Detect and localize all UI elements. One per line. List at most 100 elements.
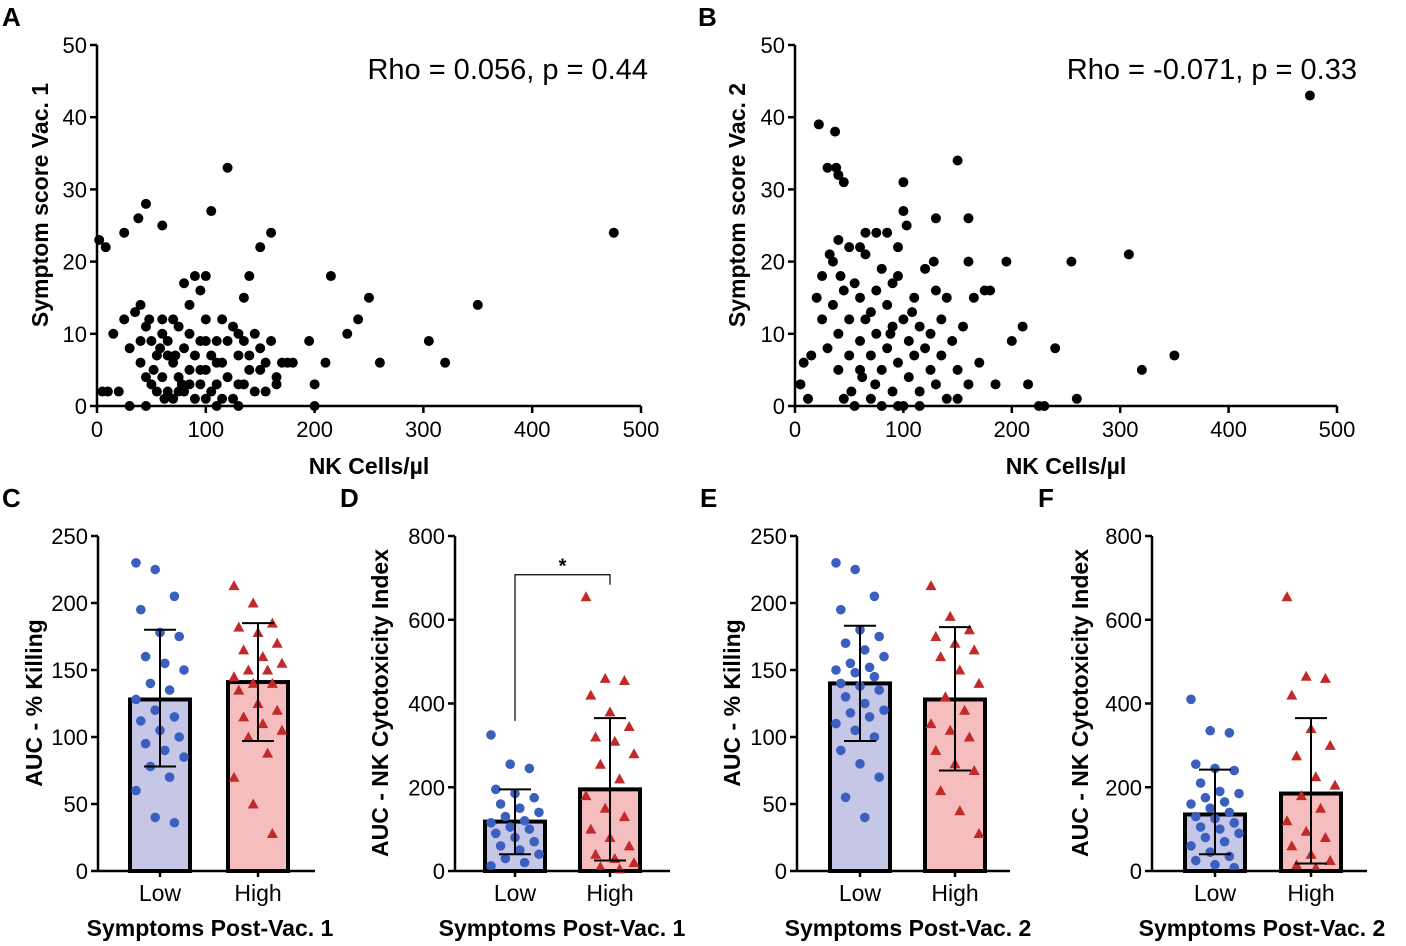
bar-e-point-low [879,705,889,715]
scatter-a-point [271,372,282,383]
bar-e-point-high [939,691,951,702]
scatter-a-point [364,292,374,303]
bar-d-y-tick-label: 400 [408,692,445,717]
bar-c-point-low [131,694,141,705]
bar-c-point-low [160,658,170,669]
scatter-a-point [170,350,181,361]
scatter-b-point [860,314,871,325]
scatter-a-point [472,299,483,310]
bar-c-point-low [179,752,189,762]
scatter-a-point [140,401,151,411]
bar-d-point-high [594,861,606,872]
bar-f-point-low [1210,859,1220,870]
bar-e-point-low [860,698,870,709]
scatter-a-point [140,372,151,383]
bar-f-point-low [1229,818,1239,828]
scatter-b-point [865,350,876,361]
panel-f: F AUC - NK Cytotoxicity Index Symptoms P… [1038,483,1385,941]
scatter-b-point [849,401,860,411]
scatter-b-point [990,379,1001,390]
bar-d-point-low [515,803,525,813]
bar-d-point-low [534,849,544,860]
bar-f-point-high [1324,739,1336,750]
scatter-b-point [838,285,849,296]
scatter-b-point [892,271,903,282]
bar-c-point-high [238,644,250,655]
scatter-a-point [195,285,206,296]
bar-e-point-high [944,724,956,735]
bar-c-point-high [257,718,269,729]
bar-f-point-high [1300,825,1312,836]
scatter-b-point [985,285,996,296]
scatter-a-point [271,379,282,390]
bar-c-point-low [150,705,160,715]
scatter-b-point [914,401,925,411]
bar-d-significance-bracket [514,574,611,721]
panel-letter-a: A [2,2,21,32]
scatter-a-point [228,393,238,404]
bar-e-point-low [874,631,884,642]
scatter-b-y-tick-label: 10 [761,322,785,347]
scatter-b-point [1169,350,1180,361]
bar-e-point-low [836,745,846,756]
bar-e-point-low [855,759,865,769]
scatter-b-x-tick-label: 400 [1210,417,1247,442]
bar-e-point-low [831,558,841,568]
scatter-a-point [238,379,249,390]
bar-c-point-low [169,591,180,602]
scatter-b-point [803,393,814,404]
bar-f-point-high [1291,750,1303,761]
scatter-b-point [1304,90,1315,101]
bar-e-y-tick-label: 0 [775,859,787,884]
scatter-b-point [963,256,974,267]
bar-f-point-high [1281,591,1293,602]
scatter-a-point [157,328,168,339]
bar-d-point-low [495,841,506,851]
bar-c-point-high [247,798,259,809]
bar-e-point-low [840,638,851,648]
bar-e-point-low [874,772,884,782]
bar-f-point-low [1224,728,1235,738]
bar-d-point-high [599,802,611,813]
scatter-b-point [930,213,941,224]
scatter-b-point [822,162,833,173]
scatter-b-point [1001,256,1012,267]
scatter-a-point [184,328,195,339]
scatter-b-point [1006,336,1017,347]
bar-c-point-low [136,604,146,615]
bar-e-y-tick-label: 150 [750,658,787,683]
scatter-b-point [849,278,860,289]
scatter-a-point [148,364,159,375]
scatter-a-point [222,162,233,173]
bar-d-point-high [585,823,597,834]
scatter-b-point [907,307,918,318]
bar-e-point-low [840,792,851,803]
scatter-b-point [1136,364,1147,375]
bar-f-point-low [1234,828,1244,839]
bar-d-point-low [534,807,544,818]
bar-f-y-axis-title: AUC - NK Cytotoxicity Index [1067,549,1093,857]
bar-e-point-low [850,667,860,678]
bar-f-category-label: High [1287,880,1334,906]
bar-c-point-high [247,597,259,608]
bar-c-y-tick-label: 0 [76,859,88,884]
bar-f-point-low [1219,836,1230,847]
scatter-b-point [870,379,881,390]
bar-d-point-low [505,759,515,770]
bar-f-x-axis-title: Symptoms Post-Vac. 2 [1139,915,1386,941]
scatter-b-point [830,126,841,137]
bar-d-point-high [614,773,626,784]
scatter-b-point [903,372,914,383]
bar-e-point-low [850,564,860,575]
bar-d-point-high [628,748,640,759]
scatter-b-point [952,393,963,404]
bar-c-point-high [228,671,240,682]
scatter-b-point [882,227,893,238]
bar-f-point-low [1200,792,1211,803]
scatter-b-point [920,343,931,354]
scatter-b-point [838,177,849,188]
bar-c-category-label: Low [139,880,182,906]
bar-d-y-tick-label: 800 [408,524,445,549]
bar-f-point-low [1205,847,1215,857]
scatter-b-point [855,292,866,303]
